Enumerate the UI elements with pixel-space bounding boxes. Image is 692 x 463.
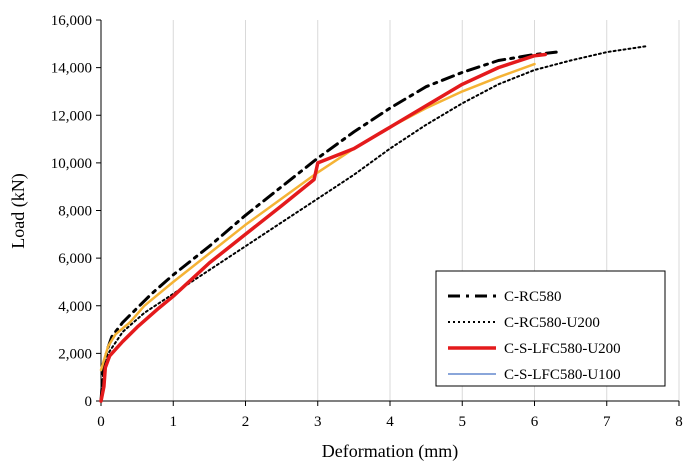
axes [96, 19, 680, 406]
y-tick-label: 10,000 [51, 156, 92, 172]
y-tick-label: 12,000 [51, 108, 92, 124]
series-line-c-rc580-u200 [100, 45, 648, 402]
y-tick-label: 4,000 [58, 299, 92, 315]
series-lines [99, 45, 648, 403]
y-axis-title: Load (kN) [8, 173, 29, 248]
series-line-c-s-lfc580-u200 [99, 52, 548, 403]
y-tick-label: 16,000 [51, 13, 92, 29]
legend-label: C-S-LFC580-U100 [504, 367, 621, 383]
series-line-c-s-lfc580-u100 [99, 62, 536, 372]
legend-box [435, 270, 666, 387]
x-tick-label: 8 [675, 414, 683, 430]
y-tick-label: 6,000 [58, 251, 92, 267]
x-tick-label: 7 [603, 414, 611, 430]
x-tick-label: 5 [459, 414, 467, 430]
legend-label: C-RC580-U200 [504, 315, 600, 331]
x-tick-label: 3 [314, 414, 322, 430]
y-tick-label: 0 [85, 394, 93, 410]
x-tick-label: 2 [242, 414, 250, 430]
tick-labels: 0 2,000 4,000 6,000 8,000 10,000 12,000 14,000 1… [51, 13, 683, 430]
x-axis-title: Deformation (mm) [322, 441, 458, 462]
x-tick-label: 1 [170, 414, 178, 430]
legend-label: C-RC580 [504, 289, 562, 305]
y-tick-label: 2,000 [58, 346, 92, 362]
x-tick-label: 4 [386, 414, 394, 430]
legend: C-RC580 C-RC580-U200 C-S-LFC580-U200 C-S-LF… [435, 270, 666, 387]
y-tick-label: 14,000 [51, 61, 92, 77]
x-tick-label: 0 [97, 414, 105, 430]
legend-label: C-S-LFC580-U200 [504, 341, 621, 357]
y-tick-label: 8,000 [58, 204, 92, 220]
series-line-c-rc580 [99, 50, 558, 403]
x-tick-label: 6 [531, 414, 539, 430]
